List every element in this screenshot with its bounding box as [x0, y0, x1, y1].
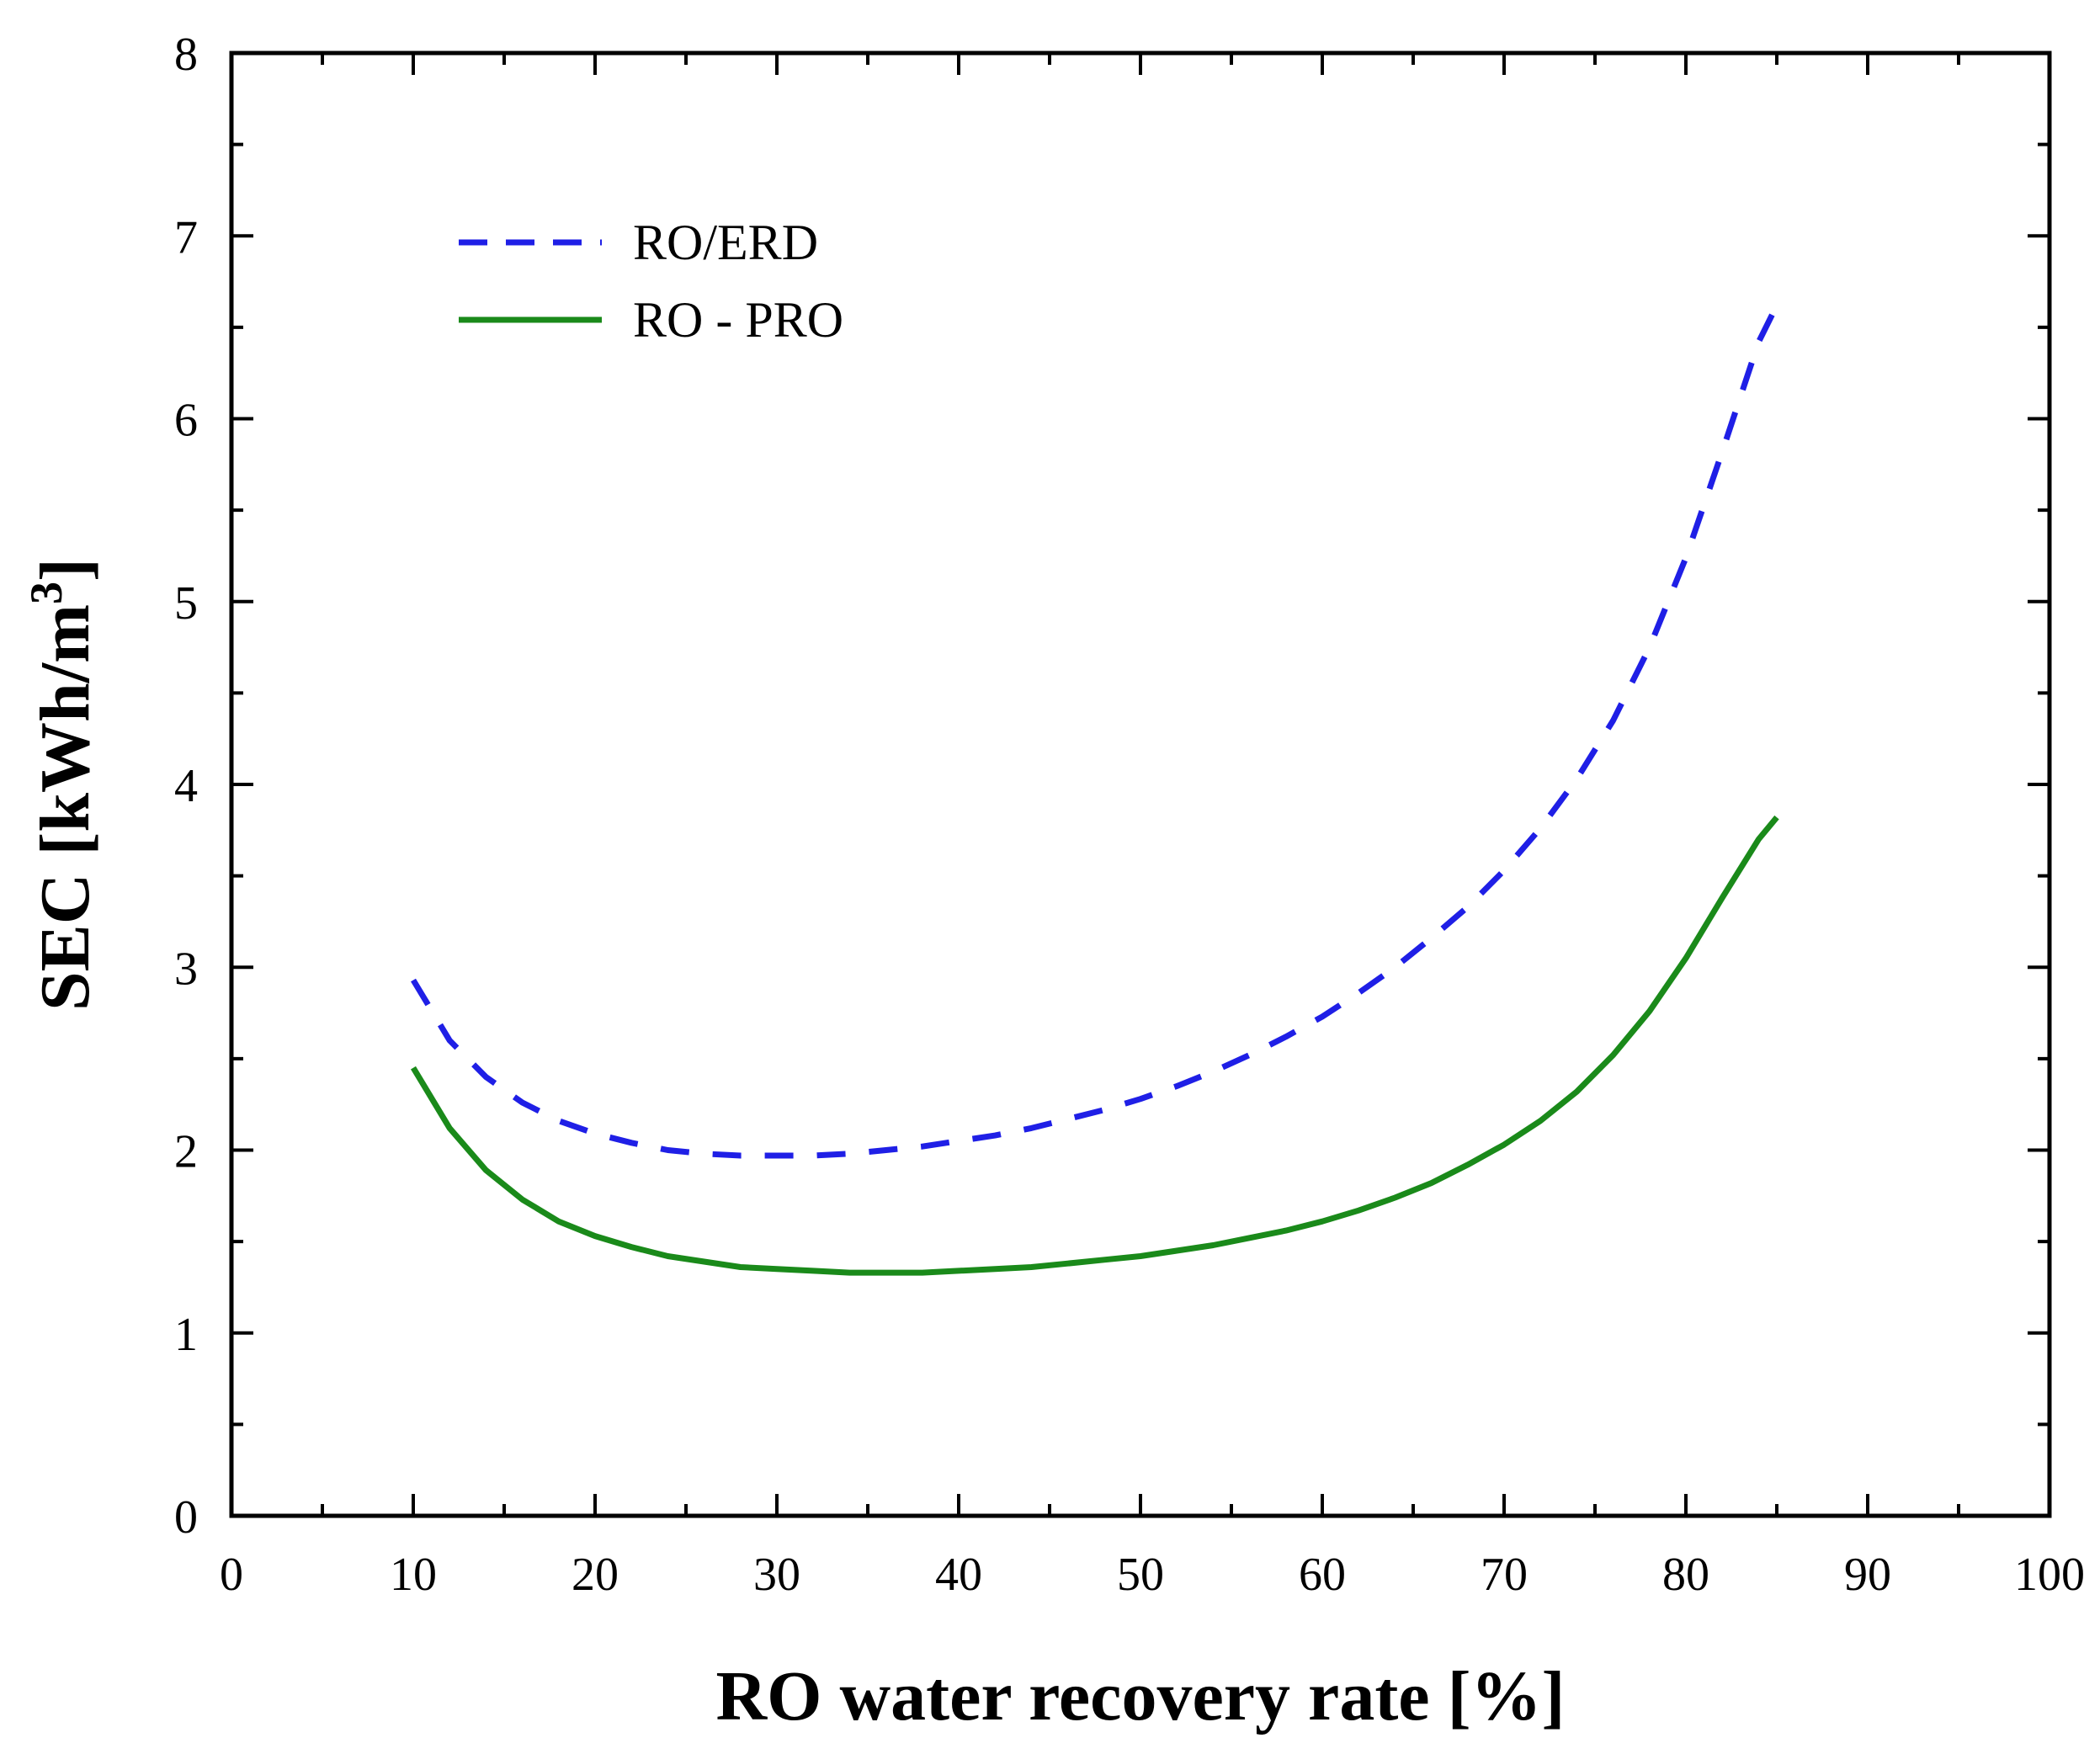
x-tick-label: 90 [1844, 1549, 1891, 1601]
y-tick-label: 8 [174, 29, 198, 81]
legend-label-ro-pro: RO - PRO [633, 292, 843, 348]
y-axis-title: SEC [kWh/m3] [21, 558, 104, 1011]
series-layer [411, 304, 1780, 1276]
y-tick-label: 6 [174, 395, 198, 447]
x-tick-label: 10 [390, 1549, 437, 1601]
y-tick-label: 0 [174, 1491, 198, 1544]
plot-frame [229, 50, 2052, 1518]
x-tick-label: 70 [1481, 1549, 1528, 1601]
y-tick-label: 7 [174, 211, 198, 263]
x-tick-label: 20 [572, 1549, 619, 1601]
x-tick-label: 80 [1662, 1549, 1709, 1601]
x-tick-label: 0 [220, 1549, 243, 1601]
x-axis-title: RO water recovery rate [%] [715, 1657, 1565, 1735]
x-tick-label: 30 [753, 1549, 800, 1601]
series-line-ro-erd [411, 304, 1780, 1159]
y-tick-label: 5 [174, 577, 198, 630]
legend: RO/ERD RO - PRO [459, 215, 843, 348]
series-line-ro-pro [411, 815, 1779, 1276]
x-tick-label: 60 [1299, 1549, 1346, 1601]
y-axis-title-superscript: 3 [21, 582, 72, 604]
legend-label-ro-erd: RO/ERD [633, 215, 818, 270]
x-tick-label: 40 [935, 1549, 982, 1601]
labels-layer: 0 10 20 30 40 50 60 70 80 90 100 0 1 2 3 4 5 6 7 8 [174, 29, 2085, 1601]
y-tick-label: 2 [174, 1126, 198, 1178]
y-tick-label: 1 [174, 1309, 198, 1361]
y-tick-label: 4 [174, 760, 198, 812]
y-axis-title-end: ] [26, 558, 104, 582]
y-axis-title-main: SEC [kWh/m [26, 604, 104, 1011]
y-tick-label: 3 [174, 943, 198, 995]
x-tick-label: 100 [2014, 1549, 2085, 1601]
x-tick-label: 50 [1117, 1549, 1164, 1601]
